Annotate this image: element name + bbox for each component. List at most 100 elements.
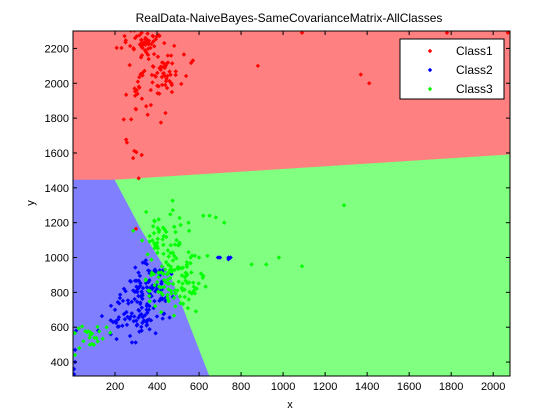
point-class3 [168,288,174,293]
point-class1 [139,31,144,36]
point-class2 [134,284,139,289]
point-class3 [152,241,157,246]
point-class1 [152,73,158,78]
point-class2 [139,312,144,317]
point-class3 [341,203,347,208]
point-class1 [139,152,144,158]
point-class2 [161,311,167,316]
point-class3 [100,336,105,341]
point-class3 [183,278,188,283]
point-class1 [164,85,170,91]
point-class2 [132,296,137,302]
point-class1 [145,46,151,52]
point-class1 [162,73,167,79]
point-class3 [276,255,282,260]
point-class2 [139,305,144,310]
point-class2 [126,301,131,306]
point-class2 [132,278,138,283]
point-class2 [73,328,79,333]
point-class1 [162,40,167,46]
point-class3 [152,304,158,309]
point-class2 [140,320,145,325]
point-class1 [136,176,141,181]
point-class3 [161,233,167,239]
point-class3 [160,237,165,242]
point-class3 [168,212,173,217]
point-class3 [264,262,269,267]
point-class1 [168,72,173,77]
point-class1 [139,44,144,50]
point-class1 [159,60,165,65]
point-class2 [228,255,233,260]
point-class3 [77,345,82,351]
point-class2 [136,270,141,275]
point-class2 [144,285,150,290]
y-tick-label: 600 [51,322,69,334]
point-class3 [161,225,166,230]
point-class1 [151,51,157,57]
point-class1 [162,65,168,71]
series-class3 [73,198,347,358]
point-class2 [137,308,142,314]
point-class1 [140,70,145,75]
point-class1 [505,31,510,35]
point-class2 [108,303,114,308]
point-class3 [249,262,254,267]
point-class3 [156,284,162,289]
point-class2 [133,265,138,270]
point-class2 [116,301,122,306]
point-class2 [147,278,152,283]
chart-title: RealData-NaiveBayes-SameCovarianceMatrix… [136,11,443,25]
x-tick-label: 2000 [481,381,505,393]
point-class3 [172,288,178,293]
point-class3 [156,229,162,235]
x-tick-label: 600 [190,381,208,393]
point-class2 [144,323,149,328]
point-class3 [159,270,164,275]
point-class3 [188,255,193,260]
point-class1 [155,91,160,96]
point-class3 [183,270,188,276]
point-class2 [146,307,152,313]
point-class1 [155,70,160,76]
point-class2 [120,298,126,304]
point-class2 [140,296,145,302]
point-class2 [131,288,136,293]
point-class3 [186,228,192,233]
point-class1 [127,43,133,49]
point-class3 [139,238,145,243]
point-class3 [222,220,227,225]
point-class2 [114,336,119,342]
point-class3 [88,330,93,335]
point-class1 [149,41,154,47]
legend-marker-class3 [427,86,433,92]
point-class2 [129,311,135,316]
point-class1 [138,55,144,60]
point-class2 [154,314,160,319]
point-class2 [226,257,231,262]
point-class3 [177,215,182,221]
point-class3 [87,342,93,347]
point-class1 [145,112,150,117]
point-class2 [147,327,152,332]
point-class3 [156,289,161,294]
point-class2 [115,324,120,329]
point-class1 [137,74,142,80]
point-class1 [157,65,162,71]
y-tick-label: 1400 [45,183,69,195]
point-class3 [104,325,109,330]
point-class1 [148,102,154,108]
point-class2 [138,281,143,286]
point-class3 [143,209,149,215]
point-class1 [367,81,372,86]
point-class3 [80,324,85,329]
point-class3 [163,280,169,285]
legend-label-class3: Class3 [456,82,493,96]
y-axis-label: y [25,200,37,206]
point-class1 [142,41,148,46]
point-class1 [134,34,139,39]
point-class1 [158,120,164,125]
point-class3 [95,339,100,344]
point-class3 [147,233,152,239]
point-class3 [172,224,177,229]
